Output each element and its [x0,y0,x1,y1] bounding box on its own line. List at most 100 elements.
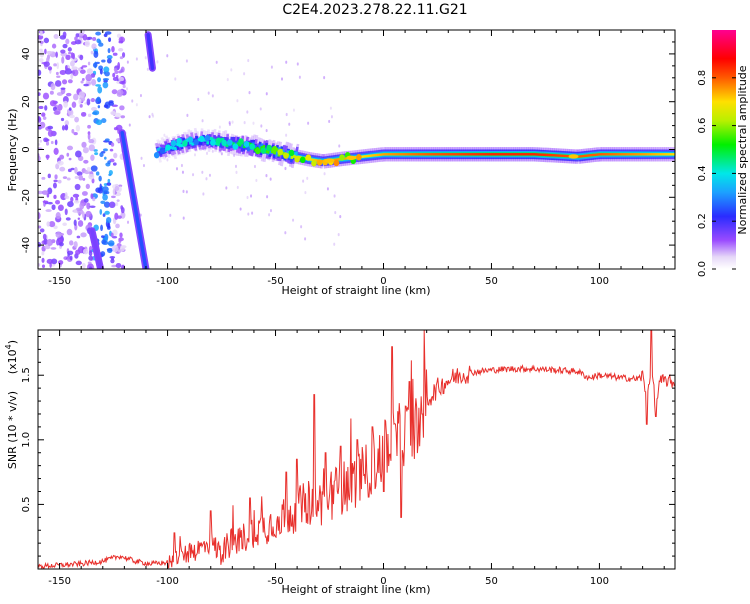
noise-speck [58,180,62,184]
noise-speck [186,59,188,62]
noise-speck [91,79,96,86]
noise-speck [61,87,66,89]
noise-speck [88,256,93,261]
noise-speck [45,209,51,212]
noise-speck [65,192,68,198]
noise-speck [143,164,145,167]
noise-speck [65,39,69,45]
y-tick-label: 0.5 [21,496,32,512]
noise-speck [72,102,77,108]
noise-speck [94,152,98,155]
noise-speck [147,68,149,71]
noise-speck [88,37,93,40]
noise-speck [69,158,72,161]
noise-speck [115,113,121,118]
noise-speck [123,85,126,88]
x-tick-label: -150 [48,276,71,287]
noise-speck [183,217,185,220]
noise-speck [54,34,59,39]
noise-speck [48,66,52,70]
noise-speck [284,167,286,170]
noise-speck [92,112,97,115]
noise-speck [39,49,43,52]
track-blob [171,140,177,146]
noise-speck [75,176,79,179]
noise-speck [202,192,204,195]
noise-speck [205,177,207,180]
noise-speck [101,59,106,62]
noise-speck [98,43,103,47]
snr-y-ticks: 0.51.01.5 [21,336,675,556]
noise-speck [120,205,123,209]
noise-speck [78,175,83,181]
noise-speck [74,220,77,226]
track-blob [306,154,312,160]
noise-speck [44,61,50,67]
colorbar-gradient [712,30,736,269]
noise-speck [74,241,78,248]
noise-speck [104,104,108,108]
snr-y-multiplier: (x104) [4,340,19,374]
noise-speck [87,98,91,105]
noise-speck [79,91,85,98]
main-track-segment [174,148,177,149]
x-tick-label: -100 [156,576,179,587]
spectrogram-x-label: Height of straight line (km) [281,284,430,297]
noise-speck [47,126,53,130]
noise-speck [81,142,86,148]
track-blob [249,143,255,149]
noise-speck [75,151,82,158]
noise-speck [55,200,60,204]
y-tick-label: 1.0 [21,432,32,448]
noise-speck [225,186,227,189]
noise-speck [127,60,129,63]
noise-speck [265,174,267,177]
noise-speck [247,59,249,62]
noise-speck [53,195,56,199]
noise-speck [127,221,129,224]
noise-speck [288,123,290,126]
noise-speck [63,176,67,179]
noise-speck [65,55,70,60]
noise-speck [266,195,268,198]
noise-speck [186,114,188,117]
noise-speck [56,75,60,77]
noise-speck [65,65,68,71]
noise-speck [212,94,214,97]
noise-speck [82,191,88,196]
noise-speck [108,179,111,183]
noise-speck [111,257,114,260]
snr-y-multiplier-base: (x10 [6,349,19,374]
noise-speck [235,171,237,174]
spectrogram-y-label: Frequency (Hz) [6,109,19,192]
noise-speck [206,152,208,155]
noise-speck [81,112,86,117]
noise-speck [46,155,49,160]
noise-speck [59,155,64,160]
colorbar-tick-label: 0.2 [697,213,708,229]
snr-y-multiplier-close: ) [6,340,19,344]
noise-speck [304,237,306,240]
noise-speck [230,68,232,71]
y-tick-label: -40 [21,237,32,253]
noise-speck [43,93,49,100]
noise-speck [186,190,188,193]
noise-speck [98,176,101,182]
noise-speck [254,165,256,168]
noise-speck [221,152,223,155]
noise-speck [60,50,65,54]
track-blob [193,139,199,145]
track-blob [255,148,261,154]
track-blob [210,139,216,145]
noise-speck [48,174,51,179]
noise-speck [106,182,111,186]
noise-speck [166,54,168,57]
noise-speck [88,62,90,66]
colorbar-tick-label: 0.0 [697,261,708,277]
noise-speck [108,222,111,228]
noise-speck [117,89,124,95]
snr-y-label: SNR (10 * v/v) [6,391,19,469]
noise-speck [96,119,102,125]
noise-speck [91,43,96,49]
